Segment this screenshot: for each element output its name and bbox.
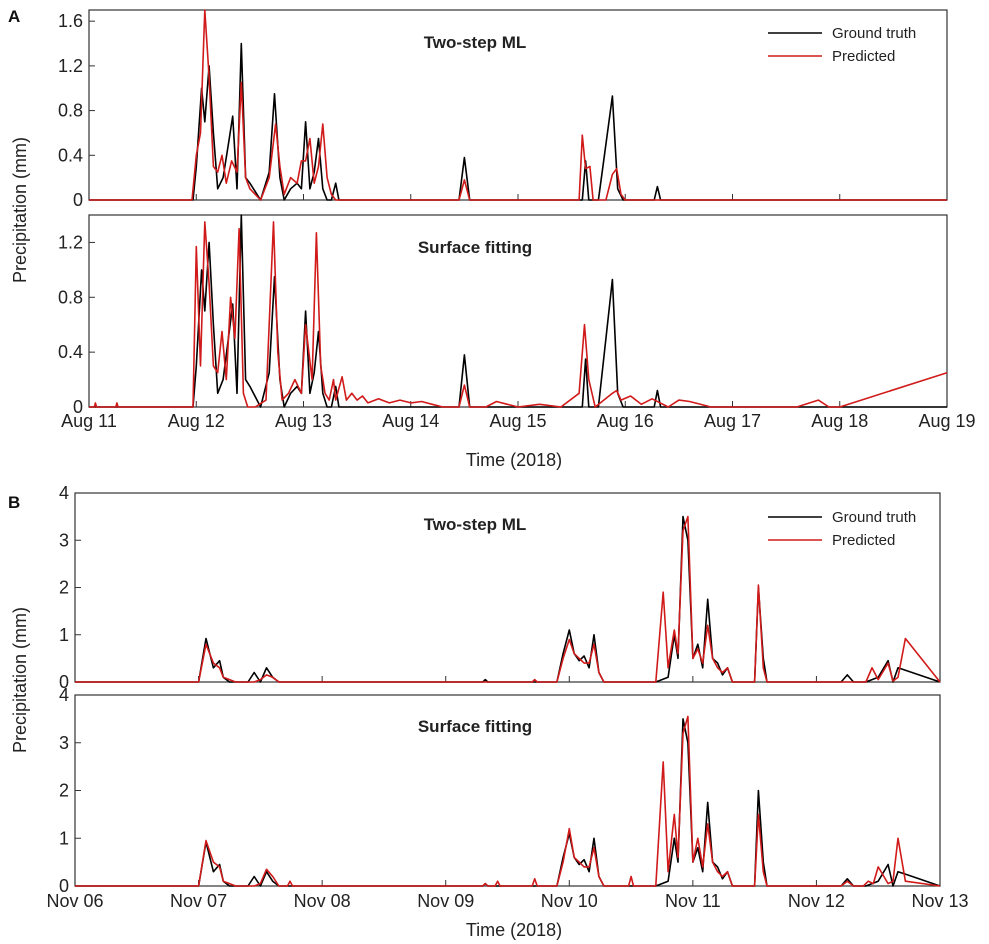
y-tick-label: 0.8 (58, 101, 83, 121)
y-tick-label: 0 (73, 190, 83, 210)
series-ground-truth (75, 718, 941, 887)
y-tick-label: 4 (59, 685, 69, 705)
subplot-title: Two-step ML (424, 33, 527, 52)
subplot-b-surface: 0 1 2 3 4 Surface fitting (59, 685, 941, 896)
y-tick-label: 0 (59, 672, 69, 692)
x-tick-label: Nov 13 (911, 891, 968, 911)
series-predicted (75, 715, 941, 887)
subplot-a-surface: 0 0.4 0.8 1.2 Surface fitting (58, 214, 948, 417)
y-ticks: 0 1 2 3 4 (59, 483, 81, 692)
y-tick-label: 1 (59, 625, 69, 645)
y-tick-label: 1.2 (58, 232, 83, 252)
x-ticks (74, 676, 941, 682)
subplot-title: Two-step ML (424, 515, 527, 534)
x-tick-label: Aug 17 (704, 411, 761, 431)
y-tick-label: 3 (59, 530, 69, 550)
legend: Ground truth Predicted (768, 509, 916, 549)
y-tick-label: 3 (59, 733, 69, 753)
x-tick-label: Aug 14 (382, 411, 439, 431)
y-ticks: 0 1 2 3 4 (59, 685, 81, 896)
x-ticks (74, 880, 941, 886)
series-ground-truth (75, 515, 941, 683)
legend-label-predicted: Predicted (832, 532, 895, 549)
panel-letter-b: B (8, 493, 20, 512)
panel-a: A Precipitation (mm) Time (2018) Aug 11 A… (8, 7, 976, 470)
legend: Ground truth Predicted (768, 25, 916, 65)
x-tick-label: Nov 06 (46, 891, 103, 911)
x-tick-label: Aug 16 (597, 411, 654, 431)
x-ticks (88, 194, 948, 200)
y-tick-label: 0.4 (58, 342, 83, 362)
y-ticks: 0 0.4 0.8 1.2 (58, 232, 95, 417)
y-tick-label: 1.2 (58, 56, 83, 76)
series-ground-truth (89, 214, 947, 408)
series-predicted (89, 221, 948, 408)
y-tick-label: 0 (73, 397, 83, 417)
xlabel-a: Time (2018) (466, 450, 562, 470)
legend-label-ground-truth: Ground truth (832, 509, 916, 526)
x-tick-label: Aug 12 (168, 411, 225, 431)
ylabel-b: Precipitation (mm) (10, 607, 30, 753)
series-predicted (75, 515, 941, 683)
y-tick-label: 2 (59, 781, 69, 801)
x-tick-label: Aug 15 (489, 411, 546, 431)
x-ticks (88, 401, 948, 407)
x-tick-label: Aug 19 (918, 411, 975, 431)
x-tick-label: Nov 08 (294, 891, 351, 911)
subplot-b-two-step: 0 1 2 3 4 Two-step ML Ground truth Predicted (59, 483, 941, 692)
x-tick-label: Aug 18 (811, 411, 868, 431)
x-tick-label: Aug 13 (275, 411, 332, 431)
xlabel-b: Time (2018) (466, 920, 562, 940)
y-ticks: 0 0.4 0.8 1.2 1.6 (58, 11, 95, 210)
subplot-a-two-step: 0 0.4 0.8 1.2 1.6 Two-step ML Ground truth P… (58, 9, 948, 210)
y-tick-label: 0.4 (58, 145, 83, 165)
y-tick-label: 0.8 (58, 287, 83, 307)
series-predicted (89, 9, 947, 201)
y-tick-label: 2 (59, 578, 69, 598)
series-ground-truth (89, 42, 947, 201)
x-tick-labels-a: Aug 11 Aug 12 Aug 13 Aug 14 Aug 15 Aug 16 Aug … (61, 411, 975, 431)
subplot-title: Surface fitting (418, 238, 532, 257)
y-tick-label: 1 (59, 828, 69, 848)
legend-label-ground-truth: Ground truth (832, 25, 916, 42)
subplot-title: Surface fitting (418, 717, 532, 736)
x-tick-label: Nov 10 (541, 891, 598, 911)
x-tick-label: Nov 09 (417, 891, 474, 911)
panel-letter-a: A (8, 7, 20, 26)
x-tick-label: Aug 11 (61, 411, 117, 431)
ylabel-a: Precipitation (mm) (10, 137, 30, 283)
x-tick-label: Nov 12 (788, 891, 845, 911)
y-tick-label: 4 (59, 483, 69, 503)
x-tick-labels-b: Nov 06 Nov 07 Nov 08 Nov 09 Nov 10 Nov 11 Nov … (46, 891, 968, 911)
y-tick-label: 1.6 (58, 11, 83, 31)
y-tick-label: 0 (59, 876, 69, 896)
panel-b: B Precipitation (mm) Time (2018) Nov 06 N… (8, 483, 969, 940)
x-tick-label: Nov 07 (170, 891, 227, 911)
x-tick-label: Nov 11 (665, 891, 721, 911)
legend-label-predicted: Predicted (832, 48, 895, 65)
